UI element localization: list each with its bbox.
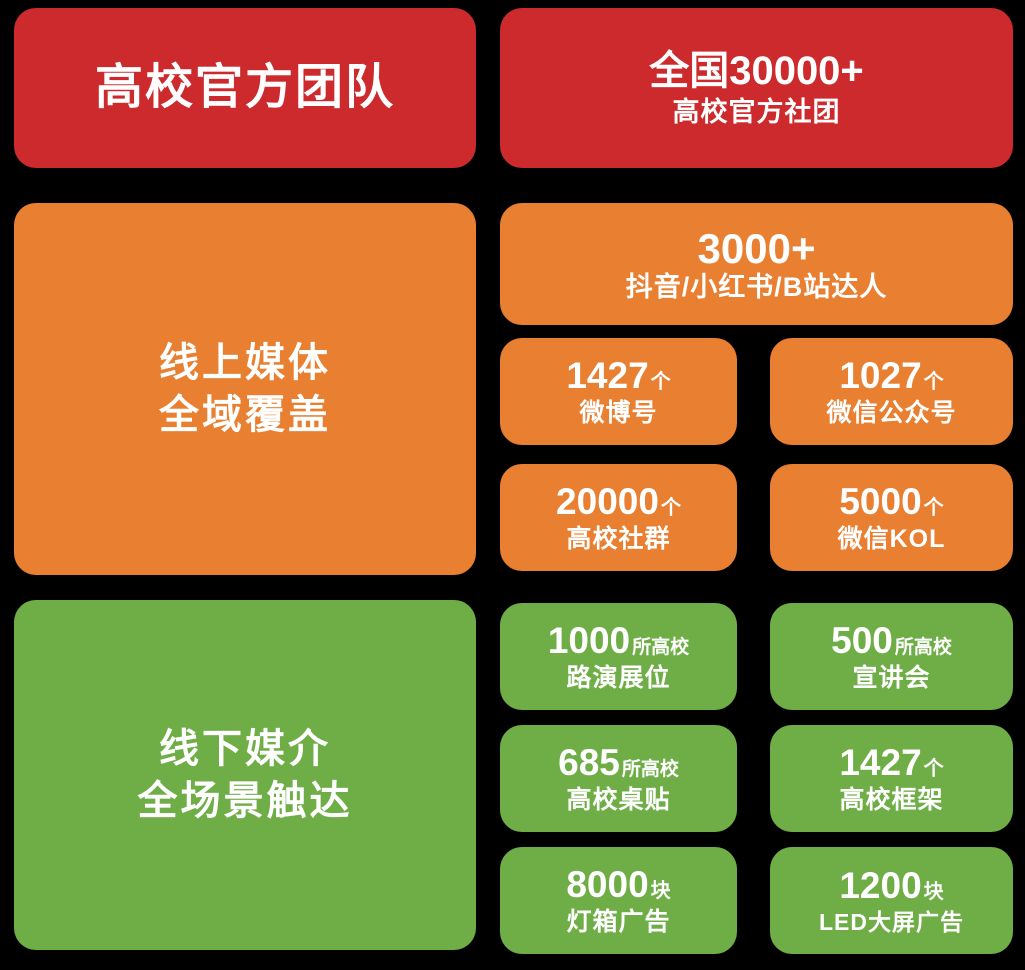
roadshow-stat-caption: 路演展位 — [566, 663, 671, 692]
desk-stat-value: 685 — [558, 741, 620, 783]
offline-media-label-line1: 线下媒介 — [159, 727, 331, 771]
online-media-label-line2: 全域覆盖 — [159, 393, 331, 437]
weibo-stat-value: 1427 — [566, 354, 649, 396]
roadshow-stat-value: 1000 — [547, 619, 631, 661]
kol-stat-value-row: 5000 个 — [839, 480, 944, 522]
lightbox-stat-unit: 块 — [650, 879, 671, 902]
desk-stat-value-row: 685 所高校 — [558, 741, 679, 783]
card-lightbox-ad-stat: 8000 块 灯箱广告 — [500, 847, 737, 954]
group-stat-caption: 高校社群 — [566, 524, 671, 553]
roadshow-stat-value-row: 1000 所高校 — [547, 619, 690, 661]
kol-stat-caption: 微信KOL — [837, 524, 946, 553]
card-online-media-label: 线上媒体 全域覆盖 — [14, 203, 476, 575]
talk-stat-value-row: 500 所高校 — [831, 619, 952, 661]
online-media-label-line1: 线上媒体 — [159, 341, 331, 385]
group-stat-unit: 个 — [660, 496, 681, 519]
card-desk-sticker-stat: 685 所高校 高校桌贴 — [500, 725, 737, 832]
wechat-stat-unit: 个 — [923, 370, 944, 393]
frame-stat-unit: 个 — [923, 757, 944, 780]
card-official-team: 高校官方团队 — [14, 8, 476, 168]
card-info-session-stat: 500 所高校 宣讲会 — [770, 603, 1013, 710]
frame-stat-value-row: 1427 个 — [839, 741, 944, 783]
led-stat-value-row: 1200 块 — [839, 865, 944, 906]
weibo-stat-unit: 个 — [650, 370, 671, 393]
led-stat-caption: LED大屏广告 — [819, 908, 964, 935]
clubs-stat-value: 全国30000+ — [649, 48, 864, 93]
clubs-stat-caption: 高校官方社团 — [672, 96, 841, 127]
weibo-stat-value-row: 1427 个 — [566, 354, 671, 396]
weibo-stat-caption: 微博号 — [579, 398, 658, 427]
offline-media-label-line2: 全场景触达 — [137, 779, 353, 823]
wechat-stat-value-row: 1027 个 — [839, 354, 944, 396]
card-offline-media-label: 线下媒介 全场景触达 — [14, 600, 476, 950]
roadshow-stat-unit: 所高校 — [632, 636, 690, 658]
card-wechat-official-stat: 1027 个 微信公众号 — [770, 338, 1013, 445]
frame-stat-value: 1427 — [839, 741, 922, 783]
led-stat-unit: 块 — [923, 881, 944, 903]
card-roadshow-booth-stat: 1000 所高校 路演展位 — [500, 603, 737, 710]
talk-stat-caption: 宣讲会 — [852, 663, 931, 692]
card-daren-stat: 3000+ 抖音/小红书/B站达人 — [500, 203, 1013, 325]
card-weibo-stat: 1427 个 微博号 — [500, 338, 737, 445]
wechat-stat-caption: 微信公众号 — [826, 398, 957, 427]
card-official-clubs-stat: 全国30000+ 高校官方社团 — [500, 8, 1013, 168]
desk-stat-caption: 高校桌贴 — [566, 785, 671, 814]
daren-stat-value: 3000+ — [697, 224, 816, 272]
kol-stat-value: 5000 — [839, 480, 922, 522]
lightbox-stat-value-row: 8000 块 — [566, 863, 671, 905]
kol-stat-unit: 个 — [923, 496, 944, 519]
card-wechat-kol-stat: 5000 个 微信KOL — [770, 464, 1013, 571]
official-team-label: 高校官方团队 — [94, 60, 395, 114]
talk-stat-unit: 所高校 — [894, 636, 952, 658]
frame-stat-caption: 高校框架 — [839, 785, 944, 814]
group-stat-value: 20000 — [556, 480, 659, 522]
talk-stat-value: 500 — [831, 619, 893, 661]
group-stat-value-row: 20000 个 — [556, 480, 681, 522]
led-stat-value: 1200 — [839, 865, 922, 906]
lightbox-stat-value: 8000 — [566, 863, 649, 905]
daren-stat-caption: 抖音/小红书/B站达人 — [625, 271, 888, 302]
card-led-screen-ad-stat: 1200 块 LED大屏广告 — [770, 847, 1013, 954]
lightbox-stat-caption: 灯箱广告 — [566, 907, 671, 936]
card-campus-frame-stat: 1427 个 高校框架 — [770, 725, 1013, 832]
wechat-stat-value: 1027 — [839, 354, 922, 396]
desk-stat-unit: 所高校 — [621, 758, 679, 780]
card-campus-group-stat: 20000 个 高校社群 — [500, 464, 737, 571]
